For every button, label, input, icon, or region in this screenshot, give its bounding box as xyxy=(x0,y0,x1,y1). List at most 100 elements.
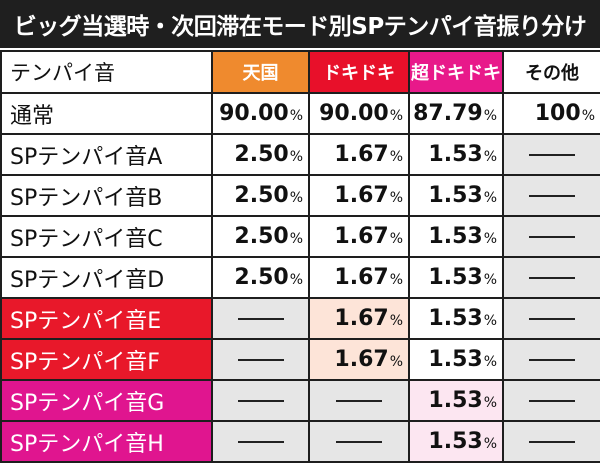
table-row: 通常 90.00% 90.00% 87.79% 100% xyxy=(0,92,600,135)
header-tenpai-sound: テンパイ音 xyxy=(0,50,213,94)
header-tengoku: 天国 xyxy=(211,50,310,94)
table-row: SPテンパイ音B 2.50% 1.67% 1.53% xyxy=(0,174,600,217)
cell-chodokidoki: 1.53% xyxy=(408,338,504,381)
cell-other-none xyxy=(502,297,600,340)
cell-other-none xyxy=(502,379,600,422)
cell-other-none xyxy=(502,420,600,463)
cell-tengoku-none xyxy=(211,379,310,422)
dash-mark xyxy=(529,277,575,279)
cell-tengoku-none xyxy=(211,420,310,463)
cell-value: 1.67 xyxy=(334,265,389,290)
percent-unit: % xyxy=(389,190,403,206)
row-label: 通常 xyxy=(0,92,213,135)
cell-dokidoki: 1.67% xyxy=(308,297,410,340)
dash-mark xyxy=(529,441,575,443)
cell-value: 1.53 xyxy=(428,142,483,167)
percent-unit: % xyxy=(483,149,497,165)
percent-unit: % xyxy=(389,149,403,165)
cell-value: 2.50 xyxy=(234,142,289,167)
dash-mark xyxy=(529,318,575,320)
cell-dokidoki: 1.67% xyxy=(308,338,410,381)
header-dokidoki: ドキドキ xyxy=(308,50,410,94)
cell-value: 1.67 xyxy=(334,142,389,167)
cell-tengoku: 2.50% xyxy=(211,174,310,217)
row-label: SPテンパイ音E xyxy=(0,297,213,340)
table-row: SPテンパイ音G 1.53% xyxy=(0,379,600,422)
row-label: SPテンパイ音A xyxy=(0,133,213,176)
cell-value: 1.53 xyxy=(428,429,483,454)
cell-chodokidoki: 1.53% xyxy=(408,215,504,258)
percent-unit: % xyxy=(389,108,403,124)
cell-tengoku: 2.50% xyxy=(211,133,310,176)
cell-value: 1.53 xyxy=(428,388,483,413)
cell-dokidoki-none xyxy=(308,379,410,422)
cell-chodokidoki: 1.53% xyxy=(408,420,504,463)
dash-mark xyxy=(529,154,575,156)
cell-value: 87.79 xyxy=(413,101,483,126)
percent-unit: % xyxy=(581,108,595,124)
cell-other-none xyxy=(502,256,600,299)
dash-mark xyxy=(529,400,575,402)
row-label: SPテンパイ音C xyxy=(0,215,213,258)
cell-tengoku: 2.50% xyxy=(211,215,310,258)
percent-unit: % xyxy=(289,231,303,247)
percent-unit: % xyxy=(389,313,403,329)
cell-value: 1.53 xyxy=(428,265,483,290)
cell-chodokidoki: 1.53% xyxy=(408,256,504,299)
page-title: ビッグ当選時・次回滞在モード別SPテンパイ音振り分け xyxy=(0,0,600,48)
cell-dokidoki: 1.67% xyxy=(308,256,410,299)
cell-value: 1.53 xyxy=(428,306,483,331)
cell-chodokidoki: 1.53% xyxy=(408,133,504,176)
dash-mark xyxy=(336,441,382,443)
percent-unit: % xyxy=(483,190,497,206)
cell-value: 1.67 xyxy=(334,183,389,208)
distribution-table: テンパイ音 天国 ドキドキ 超ドキドキ その他 通常 90.00% 90.00% 87… xyxy=(0,50,600,463)
percent-unit: % xyxy=(389,272,403,288)
row-label: SPテンパイ音D xyxy=(0,256,213,299)
cell-other: 100% xyxy=(502,92,600,135)
table-row: SPテンパイ音A 2.50% 1.67% 1.53% xyxy=(0,133,600,176)
percent-unit: % xyxy=(483,231,497,247)
percent-unit: % xyxy=(289,108,303,124)
table-row: SPテンパイ音D 2.50% 1.67% 1.53% xyxy=(0,256,600,299)
dash-mark xyxy=(336,400,382,402)
cell-tengoku: 90.00% xyxy=(211,92,310,135)
row-label: SPテンパイ音G xyxy=(0,379,213,422)
percent-unit: % xyxy=(483,395,497,411)
cell-chodokidoki: 87.79% xyxy=(408,92,504,135)
percent-unit: % xyxy=(483,354,497,370)
header-chodokidoki: 超ドキドキ xyxy=(408,50,504,94)
cell-other-none xyxy=(502,133,600,176)
cell-chodokidoki: 1.53% xyxy=(408,297,504,340)
dash-mark xyxy=(529,236,575,238)
percent-unit: % xyxy=(483,272,497,288)
row-label: SPテンパイ音H xyxy=(0,420,213,463)
cell-value: 1.53 xyxy=(428,183,483,208)
cell-value: 100 xyxy=(534,101,581,126)
cell-other-none xyxy=(502,174,600,217)
row-label: SPテンパイ音F xyxy=(0,338,213,381)
header-row: テンパイ音 天国 ドキドキ 超ドキドキ その他 xyxy=(0,50,600,94)
cell-dokidoki: 1.67% xyxy=(308,174,410,217)
cell-dokidoki: 1.67% xyxy=(308,133,410,176)
cell-dokidoki-none xyxy=(308,420,410,463)
cell-tengoku-none xyxy=(211,297,310,340)
dash-mark xyxy=(237,441,284,443)
dash-mark xyxy=(529,359,575,361)
cell-tengoku: 2.50% xyxy=(211,256,310,299)
percent-unit: % xyxy=(389,354,403,370)
header-other: その他 xyxy=(502,50,600,94)
dash-mark xyxy=(237,400,284,402)
table-row: SPテンパイ音F 1.67% 1.53% xyxy=(0,338,600,381)
percent-unit: % xyxy=(483,108,497,124)
cell-value: 90.00 xyxy=(219,101,289,126)
cell-dokidoki: 90.00% xyxy=(308,92,410,135)
cell-value: 1.53 xyxy=(428,224,483,249)
cell-dokidoki: 1.67% xyxy=(308,215,410,258)
dash-mark xyxy=(529,195,575,197)
cell-value: 1.67 xyxy=(334,224,389,249)
cell-value: 90.00 xyxy=(319,101,389,126)
cell-other-none xyxy=(502,215,600,258)
table-row: SPテンパイ音E 1.67% 1.53% xyxy=(0,297,600,340)
percent-unit: % xyxy=(389,231,403,247)
